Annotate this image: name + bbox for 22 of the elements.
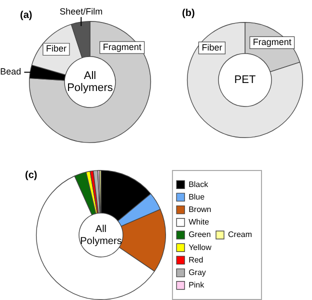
slice-label: Sheet/Film	[60, 6, 103, 17]
slice-label: Fiber	[202, 42, 222, 52]
chart-title: (a)	[20, 10, 32, 21]
text: PET	[234, 74, 256, 86]
legend-label: Yellow	[188, 242, 212, 252]
legend-label: Cream	[228, 230, 252, 240]
slice-label: Fiber	[46, 44, 66, 54]
legend-label: Blue	[188, 192, 206, 202]
legend-label: Red	[188, 255, 204, 264]
slice-label: Bead	[0, 66, 22, 77]
slice-label: Fragment	[252, 37, 292, 48]
text: All Polymers	[67, 70, 114, 94]
chart-title: (c)	[25, 170, 38, 181]
legend-label: Brown	[188, 205, 212, 214]
legend-label: Pink	[188, 280, 206, 290]
legend-label: Green	[188, 230, 211, 240]
text: All Polymers	[80, 224, 122, 247]
chart-title: (b)	[182, 8, 195, 19]
legend-label: White	[188, 218, 210, 227]
legend-label: Gray	[188, 268, 206, 278]
legend-label: Black	[188, 180, 210, 189]
slice-label: Fragment	[102, 42, 142, 52]
